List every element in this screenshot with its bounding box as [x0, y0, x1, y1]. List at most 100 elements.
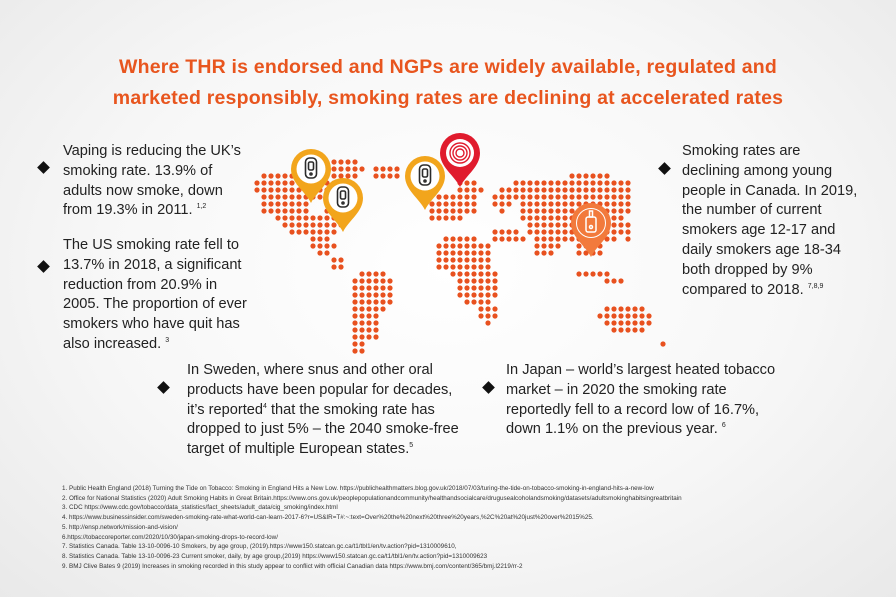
map-dot: [359, 278, 365, 284]
map-dot: [611, 201, 617, 207]
map-dot: [296, 222, 302, 228]
map-dot: [562, 236, 568, 242]
map-dot: [590, 187, 596, 193]
map-dot: [373, 292, 379, 298]
us-bullet: The US smoking rate fell to 13.7% in 201…: [63, 236, 283, 355]
map-dot: [324, 236, 330, 242]
map-dot: [527, 180, 533, 186]
map-dot: [352, 285, 358, 291]
map-dot: [611, 236, 617, 242]
map-dot: [534, 187, 540, 193]
map-dot: [254, 180, 260, 186]
map-dot: [380, 306, 386, 312]
map-dot: [499, 208, 505, 214]
map-dot: [373, 173, 379, 179]
map-dot: [562, 180, 568, 186]
sweden-bullet: In Sweden, where snus and other oral pro…: [187, 361, 467, 460]
map-dot: [604, 187, 610, 193]
map-dot: [324, 215, 330, 221]
map-dot: [352, 334, 358, 340]
map-dot: [345, 173, 351, 179]
map-dot: [485, 257, 491, 263]
map-dot: [471, 180, 477, 186]
map-dot: [625, 327, 631, 333]
map-dot: [443, 201, 449, 207]
map-dot: [268, 187, 274, 193]
map-dot: [450, 271, 456, 277]
map-dot: [331, 257, 337, 263]
map-dot: [632, 320, 638, 326]
map-dot: [583, 250, 589, 256]
map-dot: [464, 271, 470, 277]
map-dot: [471, 285, 477, 291]
us-line: also increased. 3: [63, 335, 170, 352]
map-dot: [289, 215, 295, 221]
map-dot: [555, 243, 561, 249]
map-dot: [485, 264, 491, 270]
map-dot: [604, 236, 610, 242]
map-dot: [317, 215, 323, 221]
map-dot: [380, 285, 386, 291]
map-dot: [569, 201, 575, 207]
map-dot: [569, 194, 575, 200]
map-dot: [639, 320, 645, 326]
map-dot: [513, 229, 519, 235]
map-dot: [576, 180, 582, 186]
map-dot: [485, 299, 491, 305]
map-dot: [492, 306, 498, 312]
map-dot: [618, 313, 624, 319]
map-dot: [331, 222, 337, 228]
map-dot: [436, 264, 442, 270]
map-dot: [464, 299, 470, 305]
canada-line: declining among young: [682, 162, 833, 179]
sweden-footnote: 5: [409, 442, 414, 450]
map-dot: [275, 173, 281, 179]
map-dot: [597, 250, 603, 256]
map-dot: [436, 257, 442, 263]
map-dot: [618, 180, 624, 186]
map-dot: [618, 327, 624, 333]
map-dot: [457, 271, 463, 277]
map-dot: [485, 271, 491, 277]
map-dot: [625, 236, 631, 242]
map-dot: [359, 327, 365, 333]
map-dot: [366, 320, 372, 326]
map-dot: [555, 229, 561, 235]
map-dot: [611, 215, 617, 221]
map-dot: [499, 236, 505, 242]
map-dot: [464, 257, 470, 263]
map-dot: [331, 229, 337, 235]
map-dot: [576, 250, 582, 256]
map-dot: [261, 201, 267, 207]
map-dot: [471, 208, 477, 214]
map-dot: [611, 320, 617, 326]
map-dot: [632, 327, 638, 333]
map-dot: [366, 292, 372, 298]
map-dot: [597, 313, 603, 319]
sweden-line: dropped to just 5% – the 2040 smoke-free: [187, 421, 459, 438]
map-dot: [436, 208, 442, 214]
uk-line: adults now smoke, down: [63, 182, 223, 199]
map-dot: [331, 166, 337, 172]
map-dot: [275, 187, 281, 193]
canada-footnote: 7,8,9: [807, 282, 824, 290]
map-dot: [275, 180, 281, 186]
map-dot: [380, 299, 386, 305]
map-dot: [289, 194, 295, 200]
map-dot: [625, 194, 631, 200]
map-dot: [597, 194, 603, 200]
map-dot: [492, 236, 498, 242]
map-dot: [520, 180, 526, 186]
uk-bullet: Vaping is reducing the UK’s smoking rate…: [63, 142, 278, 221]
map-dot: [310, 215, 316, 221]
map-dot: [380, 173, 386, 179]
map-dot: [485, 313, 491, 319]
map-dot: [583, 271, 589, 277]
map-dot: [548, 180, 554, 186]
map-dot: [457, 187, 463, 193]
sweden-line: products have been popular for decades,: [187, 381, 453, 398]
us-line: smokers who have quit has: [63, 316, 240, 333]
map-dot: [548, 201, 554, 207]
map-dot: [611, 187, 617, 193]
map-dot: [352, 306, 358, 312]
